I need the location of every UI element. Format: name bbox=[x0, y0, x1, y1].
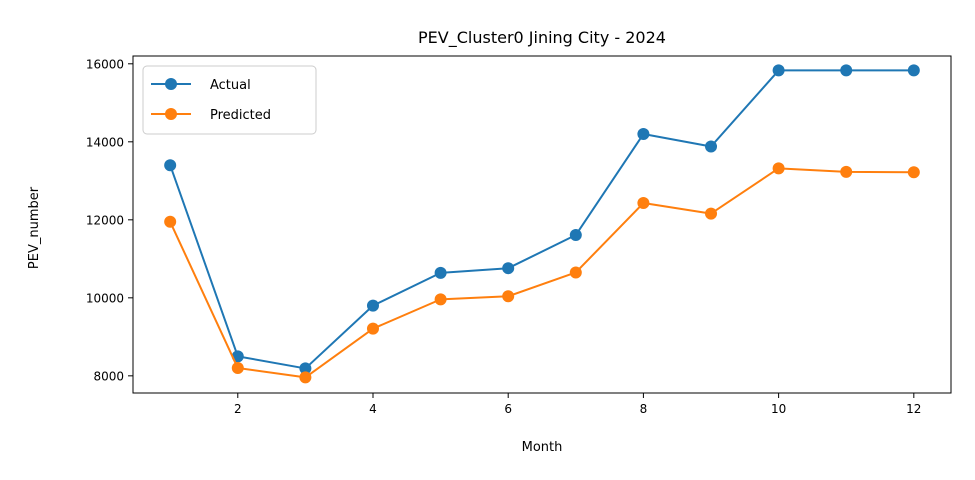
series-line-predicted bbox=[169, 167, 914, 379]
y-axis-label: PEV_number bbox=[27, 186, 42, 269]
legend-marker bbox=[165, 108, 177, 120]
legend-entry-predicted: Predicted bbox=[151, 108, 271, 123]
data-point-actual-7 bbox=[569, 229, 582, 242]
x-tick-label: 6 bbox=[504, 402, 512, 416]
y-tick-label: 12000 bbox=[86, 213, 124, 227]
chart-title: PEV_Cluster0 Jining City - 2024 bbox=[418, 28, 666, 48]
y-tick-label: 16000 bbox=[86, 57, 124, 71]
y-tick-label: 14000 bbox=[86, 135, 124, 149]
x-tick-label: 12 bbox=[906, 402, 921, 416]
data-point-predicted-9 bbox=[705, 207, 718, 220]
data-point-actual-6 bbox=[502, 262, 515, 275]
x-tick-label: 2 bbox=[234, 402, 242, 416]
series-predicted bbox=[164, 162, 920, 384]
data-point-predicted-3 bbox=[299, 371, 312, 384]
data-point-predicted-12 bbox=[907, 166, 920, 179]
data-point-predicted-1 bbox=[164, 215, 177, 228]
y-tick-label: 8000 bbox=[93, 369, 124, 383]
series-actual bbox=[164, 64, 920, 375]
series-line-actual bbox=[169, 69, 914, 370]
legend: Actual Predicted bbox=[142, 65, 317, 135]
data-point-predicted-10 bbox=[772, 162, 785, 175]
data-point-actual-1 bbox=[164, 159, 177, 172]
data-point-predicted-4 bbox=[366, 322, 379, 335]
data-point-predicted-5 bbox=[434, 293, 447, 306]
legend-entry-actual: Actual bbox=[151, 78, 251, 93]
y-tick-label: 10000 bbox=[86, 291, 124, 305]
data-point-actual-10 bbox=[772, 64, 785, 77]
x-tick-label: 10 bbox=[771, 402, 786, 416]
legend-label: Actual bbox=[210, 78, 251, 93]
data-point-actual-9 bbox=[705, 140, 718, 153]
data-point-actual-8 bbox=[637, 128, 650, 141]
x-axis-label: Month bbox=[522, 440, 563, 455]
x-tick-label: 8 bbox=[640, 402, 648, 416]
plot-area: 2 4 6 8 10 12 8000 10000 12000 14000 16000 bbox=[86, 55, 952, 416]
data-point-predicted-8 bbox=[637, 197, 650, 210]
data-point-actual-4 bbox=[366, 299, 379, 312]
legend-marker bbox=[165, 78, 177, 90]
x-tick-label: 4 bbox=[369, 402, 377, 416]
data-point-predicted-7 bbox=[569, 266, 582, 279]
legend-box bbox=[142, 65, 317, 135]
data-point-predicted-2 bbox=[231, 362, 244, 375]
data-point-predicted-6 bbox=[502, 290, 515, 303]
data-point-actual-3 bbox=[299, 362, 312, 375]
legend-label: Predicted bbox=[210, 108, 271, 123]
axes-frame bbox=[132, 55, 952, 394]
data-point-actual-12 bbox=[907, 64, 920, 77]
data-point-actual-11 bbox=[840, 64, 853, 77]
data-point-predicted-11 bbox=[840, 165, 853, 178]
data-point-actual-5 bbox=[434, 266, 447, 279]
